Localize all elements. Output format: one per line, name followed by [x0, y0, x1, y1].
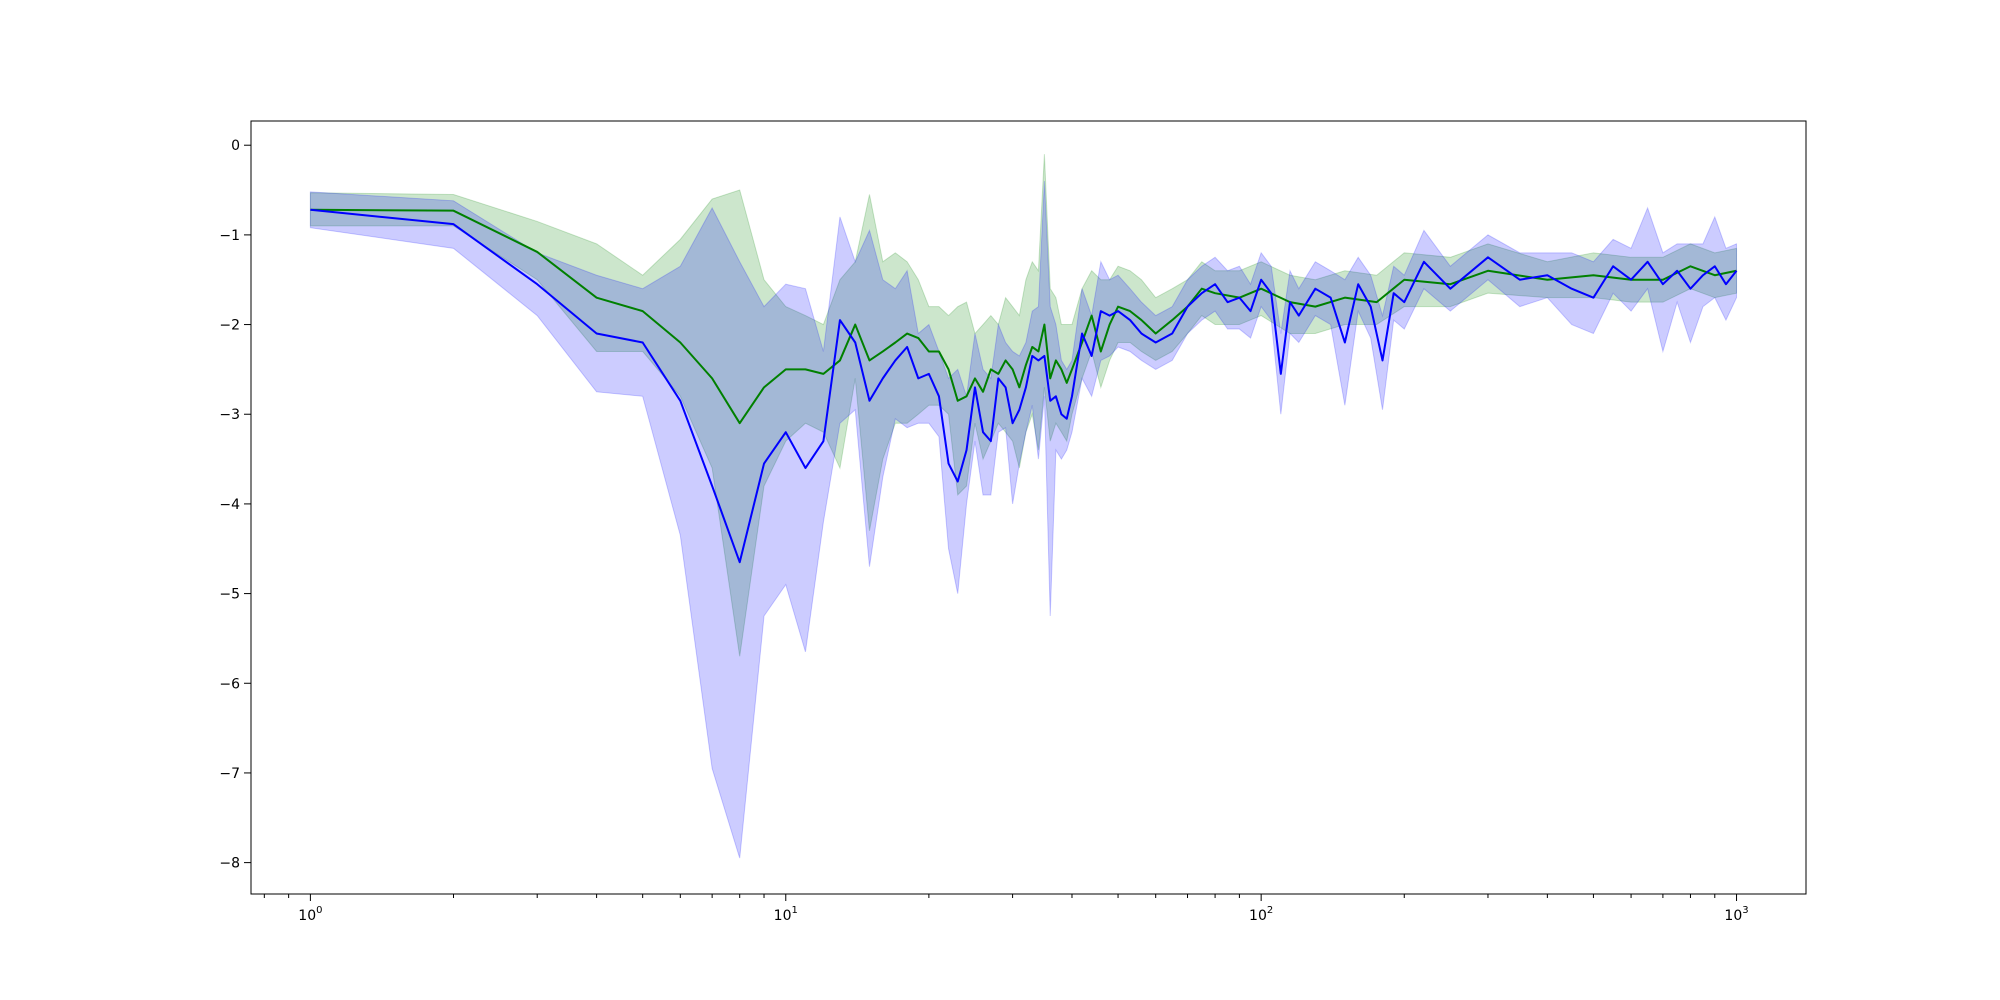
series-0-line	[310, 208, 1737, 425]
y-tick-label: −2	[219, 318, 240, 334]
y-tick-label: −8	[219, 856, 240, 872]
y-tick-label: −1	[219, 228, 240, 244]
y-tick-label: −6	[219, 676, 240, 692]
y-axis: 0 −1 −2 −3 −4 −5 −6 −7 −8	[219, 138, 251, 872]
series-1-line	[310, 208, 1738, 564]
y-tick-label: 0	[231, 138, 240, 154]
series-0-band	[309, 154, 1738, 657]
axes-frame	[250, 120, 1807, 895]
y-tick-label: −5	[219, 587, 240, 603]
series-lines	[310, 208, 1738, 564]
y-tick-label: −4	[219, 497, 240, 513]
y-tick-label: −3	[219, 407, 240, 423]
y-tick-label: −7	[219, 766, 240, 782]
x-axis: 100 101 102 103	[263, 894, 1749, 924]
